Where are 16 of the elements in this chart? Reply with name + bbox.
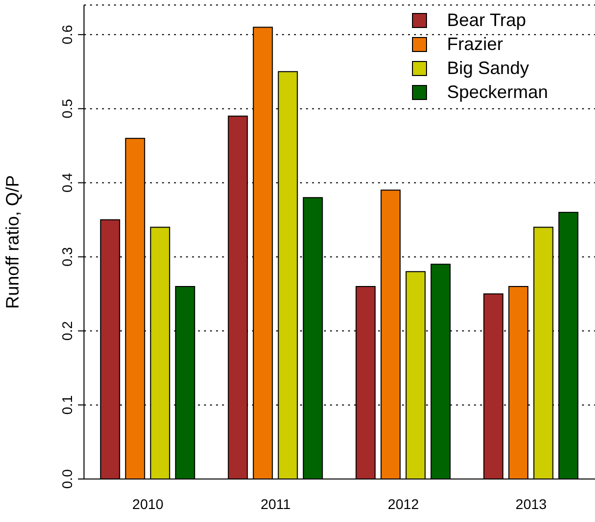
legend-label: Big Sandy [447, 58, 530, 78]
y-tick-label: 0.6 [59, 24, 75, 44]
x-tick-label: 2011 [260, 496, 291, 512]
y-tick-label: 0.0 [59, 469, 75, 489]
y-tick-label: 0.5 [59, 98, 75, 118]
x-tick-label: 2012 [388, 496, 420, 512]
y-tick-label: 0.3 [59, 246, 75, 267]
y-axis-title: Runoff ratio, Q/P [2, 175, 22, 309]
y-tick-label: 0.1 [59, 394, 75, 415]
y-tick-label: 0.4 [59, 172, 75, 192]
y-tick-label: 0.2 [59, 320, 75, 341]
x-tick-label: 2010 [132, 496, 164, 512]
legend-label: Speckerman [447, 82, 548, 102]
x-tick-label: 2013 [516, 496, 547, 512]
legend-label: Frazier [447, 34, 504, 54]
legend-label: Bear Trap [447, 10, 526, 30]
